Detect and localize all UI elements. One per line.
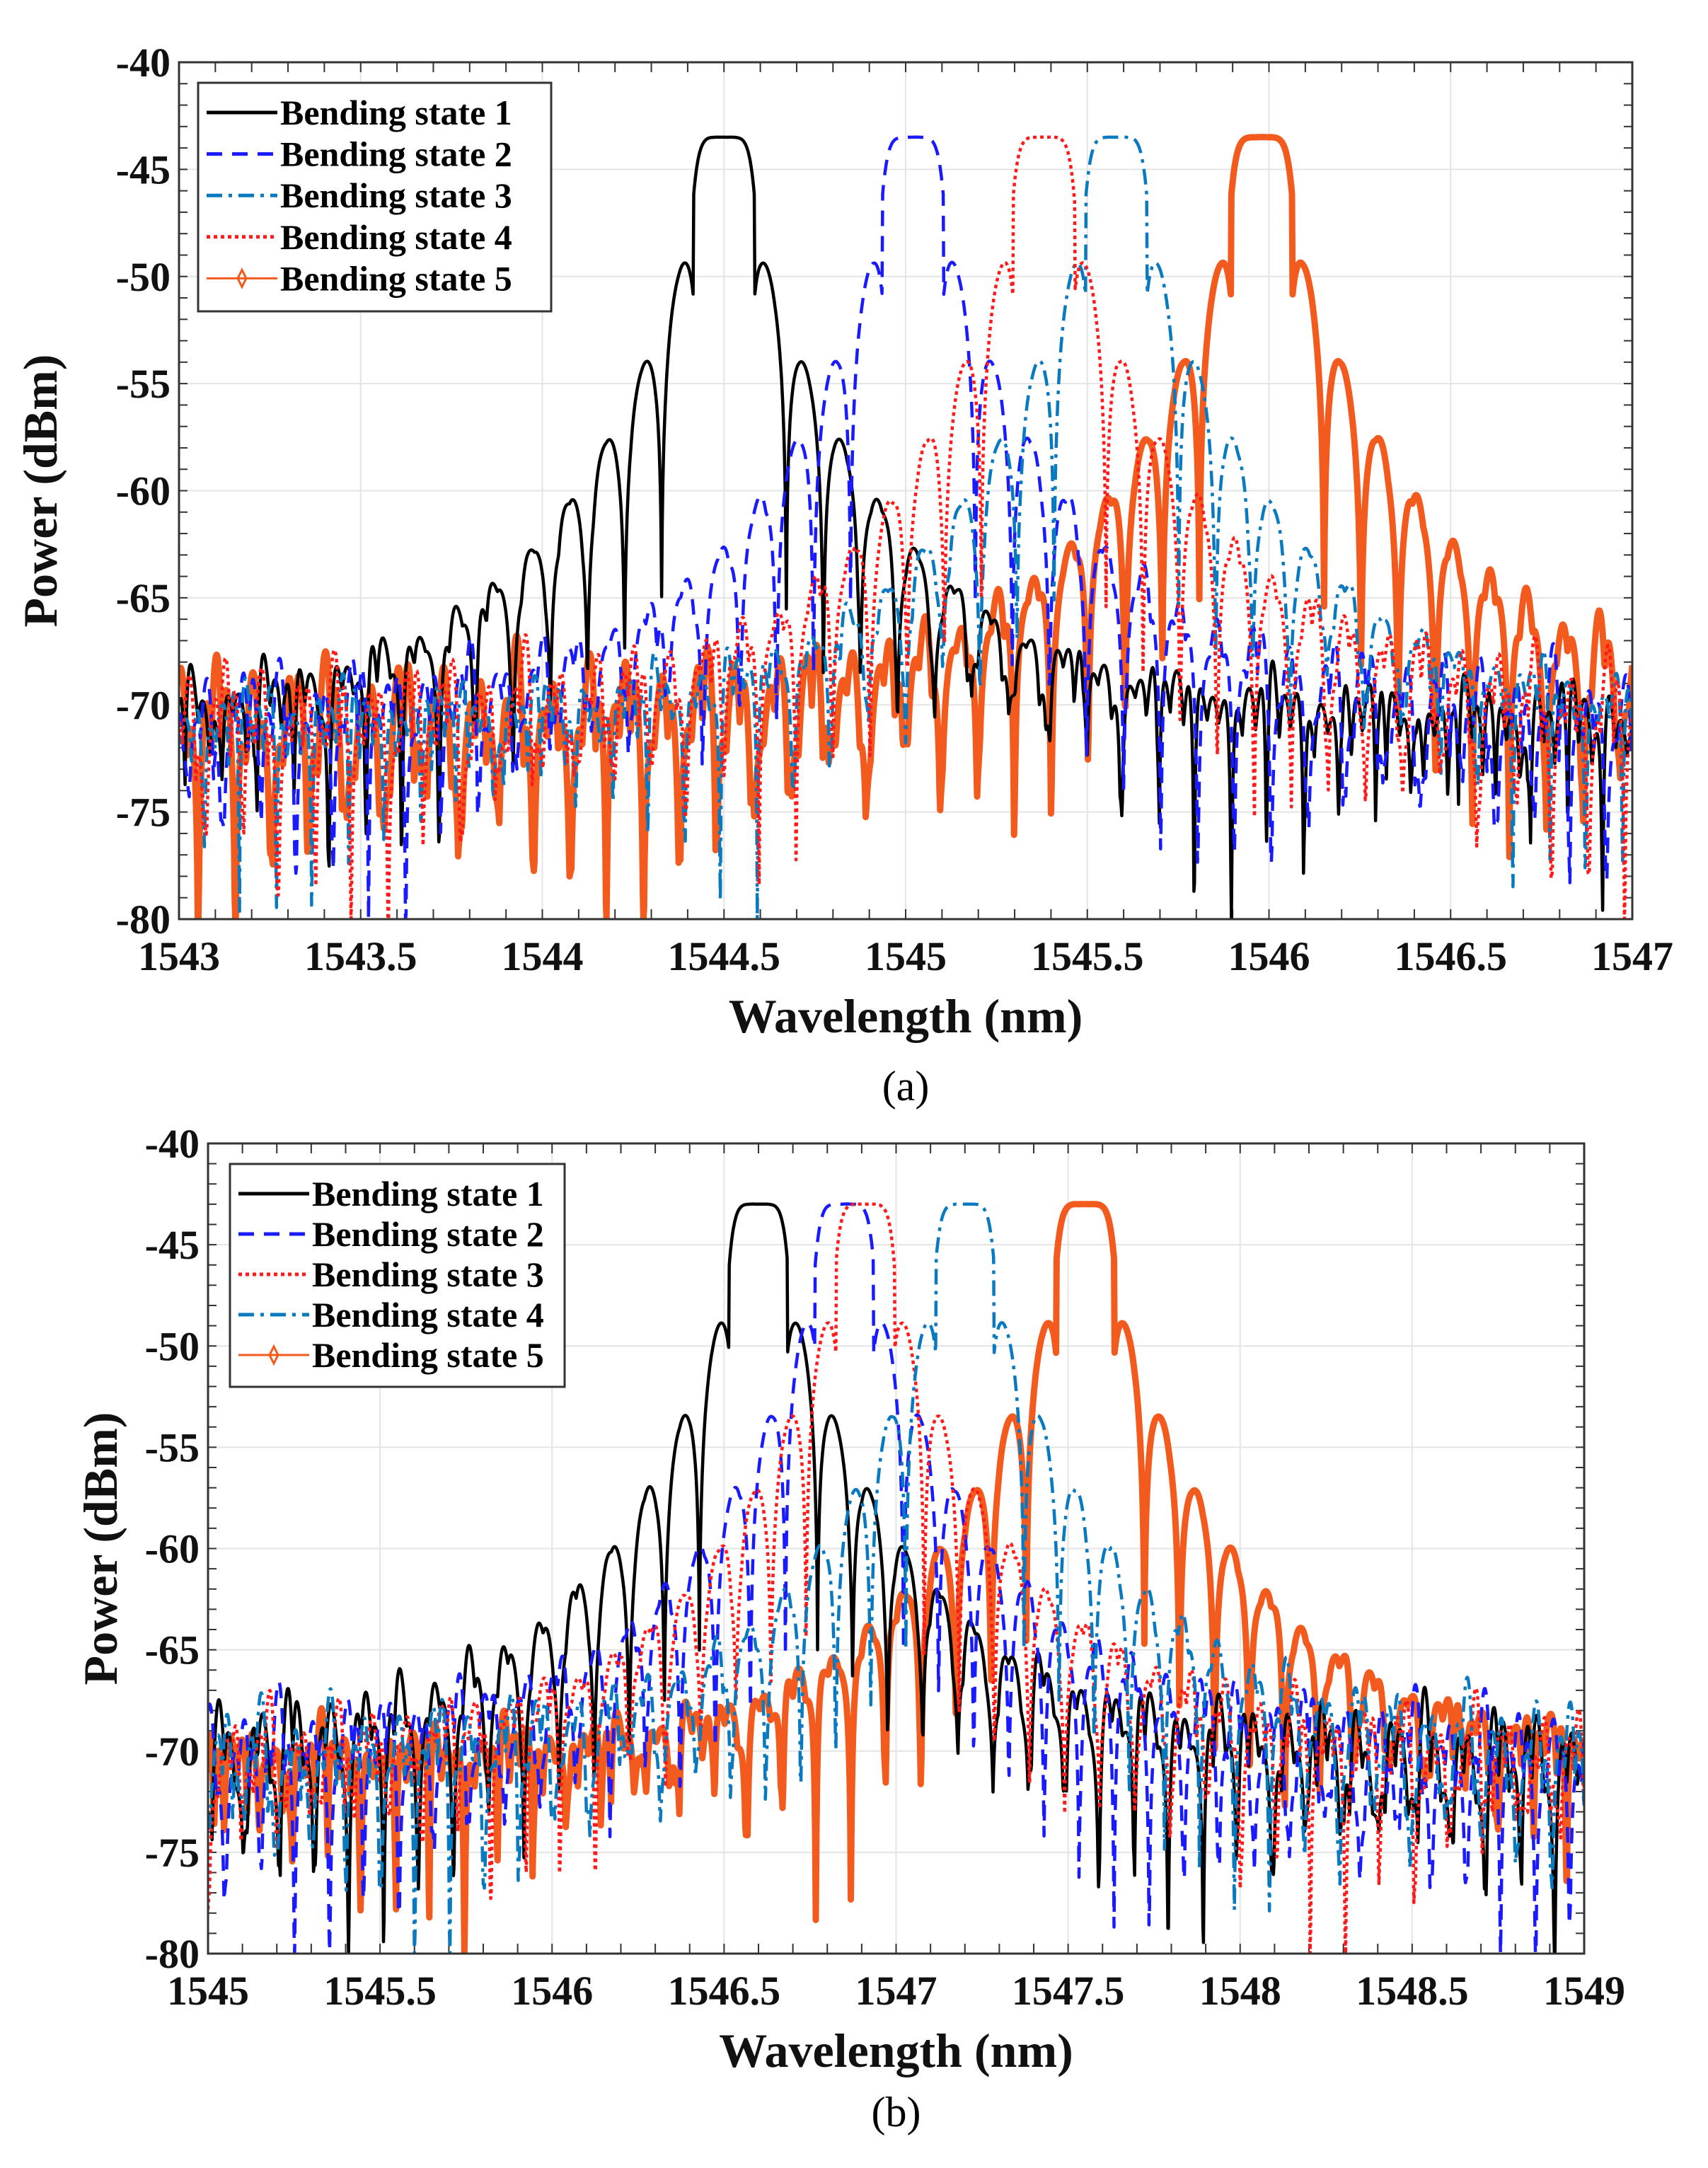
figure-caption: (b)	[872, 2089, 921, 2135]
y-tick-label: -80	[145, 1931, 200, 1977]
y-tick-label: -70	[145, 1729, 200, 1775]
legend-label-3: Bending state 3	[280, 175, 512, 215]
series-line-1	[208, 1202, 1584, 1954]
legend-label-1: Bending state 1	[280, 93, 512, 132]
x-tick-label: 1547.5	[1012, 1968, 1125, 2014]
y-tick-label: -40	[116, 40, 171, 86]
x-tick-label: 1545.5	[323, 1968, 437, 2014]
plot-frame	[207, 1142, 1586, 1955]
y-tick-label: -80	[116, 896, 171, 942]
y-axis-label: Power (dBm)	[74, 1412, 127, 1685]
x-axis-label: Wavelength (nm)	[719, 2024, 1073, 2077]
legend-label-5: Bending state 5	[312, 1335, 544, 1375]
legend-label-4: Bending state 4	[312, 1295, 544, 1334]
diamond-marker-icon	[236, 267, 248, 289]
diamond-marker-icon	[268, 1344, 279, 1366]
legend-label-5: Bending state 5	[280, 258, 512, 298]
x-tick-label: 1543.5	[304, 933, 417, 979]
legend-label-1: Bending state 1	[312, 1174, 544, 1213]
x-tick-label: 1547	[1591, 933, 1673, 979]
series-line-2	[179, 135, 1632, 919]
legend-label-4: Bending state 4	[280, 217, 512, 257]
legend-label-2: Bending state 2	[312, 1214, 544, 1254]
y-tick-label: -75	[116, 790, 171, 836]
chart-b: 1545 1545.5 1546 1546.5 1547 1547.5 1548 1548.5…	[74, 1121, 1625, 2135]
y-tick-label: -50	[116, 254, 171, 300]
series-line-4	[179, 135, 1632, 919]
series-line-4	[208, 1202, 1584, 1954]
y-tick-label: -60	[145, 1526, 200, 1572]
x-axis-label: Wavelength (nm)	[729, 989, 1083, 1043]
x-tick-label: 1545.5	[1031, 933, 1144, 979]
x-tick-label: 1543	[138, 933, 220, 979]
x-tick-label: 1546.5	[668, 1968, 781, 2014]
y-axis-label: Power (dBm)	[13, 354, 67, 628]
y-tick-label: -55	[145, 1424, 200, 1470]
y-tick-label: -40	[145, 1121, 200, 1167]
series-line-3	[208, 1202, 1584, 1954]
y-tick-label: -45	[145, 1222, 200, 1268]
legend-box	[229, 1163, 566, 1388]
y-tick-label: -75	[145, 1830, 200, 1876]
x-tick-label: 1546	[511, 1968, 593, 2014]
x-tick-label: 1546	[1228, 933, 1310, 979]
x-tick-label: 1545	[167, 1968, 249, 2014]
x-tick-label: 1545	[865, 933, 947, 979]
y-tick-label: -70	[116, 682, 171, 728]
y-tick-label: -60	[116, 468, 171, 514]
x-tick-label: 1549	[1543, 1968, 1625, 2014]
series-line-1	[179, 135, 1632, 919]
legend-label-3: Bending state 3	[312, 1255, 544, 1294]
x-tick-label: 1546.5	[1395, 933, 1508, 979]
figure-caption: (a)	[882, 1063, 930, 1109]
y-tick-label: -50	[145, 1323, 200, 1369]
y-tick-label: -55	[116, 361, 171, 407]
y-tick-label: -65	[145, 1627, 200, 1673]
x-tick-label: 1547	[855, 1968, 937, 2014]
chart-a: 1543 1543.5 1544 1544.5 1545 1545.5 1546 1546.5…	[13, 40, 1673, 1109]
x-tick-label: 1548	[1199, 1968, 1281, 2014]
legend-label-2: Bending state 2	[280, 134, 512, 174]
y-tick-label: -45	[116, 146, 171, 192]
legend-box	[197, 81, 553, 313]
x-tick-label: 1544	[502, 933, 584, 979]
x-tick-label: 1544.5	[668, 933, 781, 979]
x-tick-label: 1548.5	[1356, 1968, 1469, 2014]
plot-frame	[178, 61, 1634, 921]
y-tick-label: -65	[116, 575, 171, 621]
